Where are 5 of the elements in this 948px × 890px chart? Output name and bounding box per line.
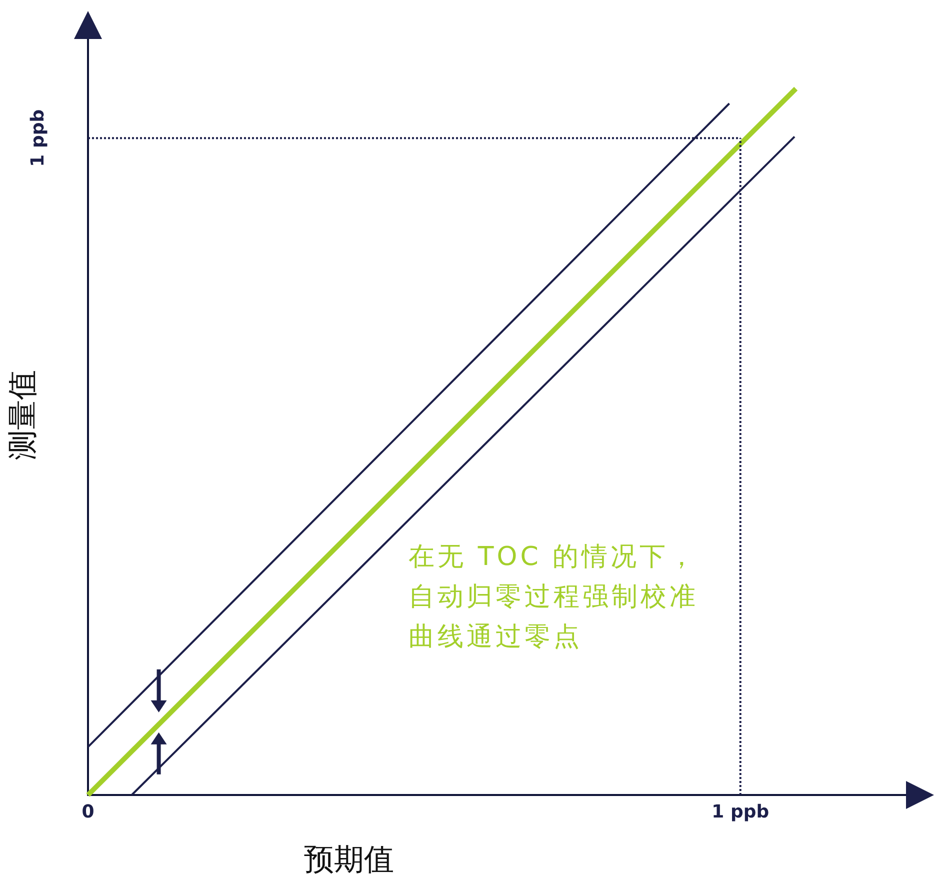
- x-tick-label: 0: [82, 802, 94, 822]
- y-axis-title: 测量值: [6, 370, 40, 460]
- ref-line-label: 1 ppb: [28, 109, 48, 167]
- x-axis-title: 预期值: [304, 842, 394, 878]
- annotation: 在无 TOC 的情况下，自动归零过程强制校准曲线通过零点: [408, 541, 699, 654]
